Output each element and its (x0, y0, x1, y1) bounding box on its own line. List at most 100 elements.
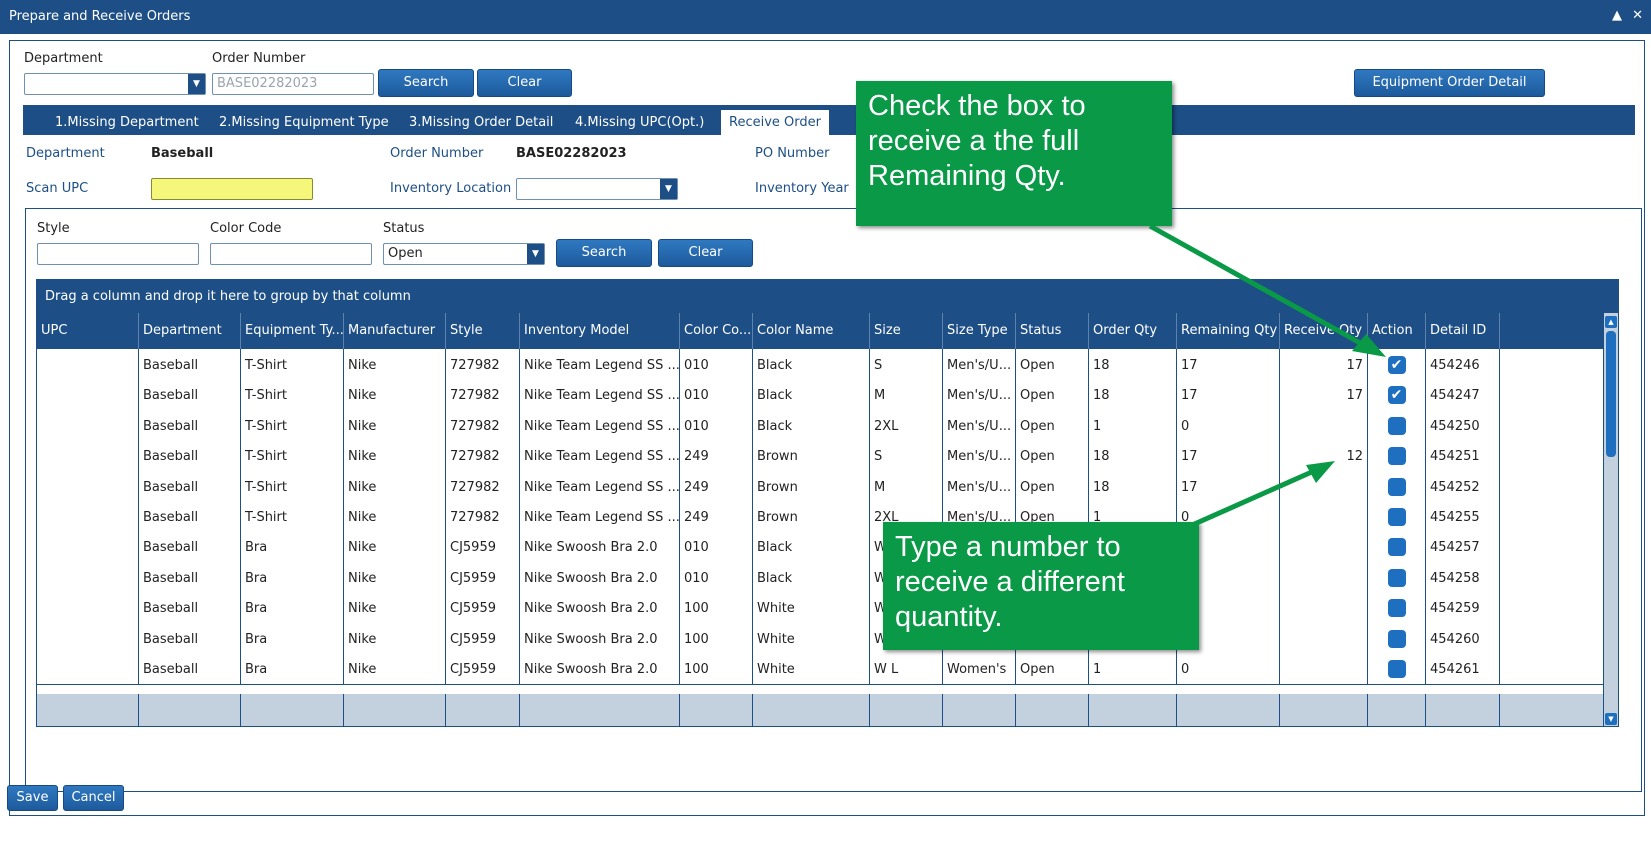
checkbox-icon[interactable] (1387, 447, 1406, 466)
inventory-location-select[interactable]: ▼ (516, 178, 678, 200)
cell-receive-qty[interactable] (1280, 561, 1368, 594)
checkbox-checked-icon[interactable]: ✔ (1387, 386, 1406, 405)
cell-receive-qty[interactable] (1280, 653, 1368, 685)
cell-receive-qty[interactable] (1280, 470, 1368, 503)
empty-cell (1177, 694, 1280, 726)
cell-status: Open (1016, 409, 1089, 442)
table-row[interactable]: Baseball T-Shirt Nike 727982 Nike Team Legen… (37, 349, 1605, 381)
checkbox-icon[interactable] (1387, 629, 1406, 648)
cell-color-code: 249 (680, 440, 753, 473)
cell-manufacturer: Nike (344, 409, 446, 442)
column-header-remaining-qty[interactable]: Remaining Qty (1177, 313, 1280, 349)
scroll-up-icon[interactable]: ▲ (1605, 316, 1617, 328)
filter-search-button[interactable]: Search (556, 239, 652, 267)
info-department-label: Department (26, 146, 105, 161)
cell-manufacturer: Nike (344, 531, 446, 564)
cell-equipment: Bra (241, 561, 344, 594)
cell-manufacturer: Nike (344, 349, 446, 381)
cell-receive-qty[interactable] (1280, 531, 1368, 564)
checkbox-icon[interactable] (1387, 599, 1406, 618)
column-header-department[interactable]: Department (139, 313, 241, 349)
column-header-manufacturer[interactable]: Manufacturer (344, 313, 446, 349)
cell-receive-qty[interactable] (1280, 592, 1368, 625)
tab-missing-department[interactable]: 1.Missing Department (55, 115, 199, 130)
cell-receive-qty[interactable]: 17 (1280, 379, 1368, 412)
checkbox-icon[interactable] (1387, 660, 1406, 678)
scan-upc-input[interactable] (151, 178, 313, 200)
table-row[interactable]: Baseball Bra Nike CJ5959 Nike Swoosh Bra 2.0… (37, 592, 1605, 625)
table-row[interactable]: Baseball T-Shirt Nike 727982 Nike Team Legen… (37, 409, 1605, 442)
checkbox-icon[interactable] (1387, 538, 1406, 557)
checkbox-icon[interactable] (1387, 568, 1406, 587)
column-header-color-code[interactable]: Color Co... (680, 313, 753, 349)
cell-manufacturer: Nike (344, 440, 446, 473)
column-header-style[interactable]: Style (446, 313, 520, 349)
grid-empty-area (37, 694, 1605, 726)
cell-department: Baseball (139, 409, 241, 442)
column-header-action[interactable]: Action (1368, 313, 1426, 349)
group-by-bar[interactable]: Drag a column and drop it here to group … (37, 280, 1618, 313)
collapse-icon[interactable]: ▲ (1611, 8, 1622, 23)
cancel-button[interactable]: Cancel (63, 785, 124, 811)
table-row[interactable]: Baseball T-Shirt Nike 727982 Nike Team Legen… (37, 501, 1605, 533)
cell-upc (37, 592, 139, 625)
order-number-input[interactable]: BASE02282023 (212, 73, 374, 95)
cell-detail-id: 454255 (1426, 501, 1500, 533)
table-row[interactable]: Baseball T-Shirt Nike 727982 Nike Team Legen… (37, 470, 1605, 503)
checkbox-icon[interactable] (1387, 416, 1406, 435)
column-header-order-qty[interactable]: Order Qty (1089, 313, 1177, 349)
close-icon[interactable]: ✕ (1632, 8, 1643, 23)
scroll-thumb[interactable] (1606, 331, 1616, 457)
column-header-status[interactable]: Status (1016, 313, 1089, 349)
style-input[interactable] (37, 243, 199, 265)
color-code-input[interactable] (210, 243, 372, 265)
search-button[interactable]: Search (378, 69, 474, 97)
status-select[interactable]: Open ▼ (383, 243, 545, 265)
table-row[interactable]: Baseball Bra Nike CJ5959 Nike Swoosh Bra 2.0… (37, 561, 1605, 594)
column-header-detail-id[interactable]: Detail ID (1426, 313, 1500, 349)
cell-department: Baseball (139, 470, 241, 503)
tab-missing-upc[interactable]: 4.Missing UPC(Opt.) (575, 115, 705, 130)
cell-receive-qty[interactable]: 17 (1280, 349, 1368, 381)
filter-clear-button[interactable]: Clear (658, 239, 753, 267)
department-select[interactable]: ▼ (24, 73, 206, 95)
tab-receive-order[interactable]: Receive Order (720, 109, 830, 135)
column-header-model[interactable]: Inventory Model (520, 313, 680, 349)
cell-department: Baseball (139, 561, 241, 594)
cell-upc (37, 409, 139, 442)
inventory-location-label: Inventory Location (390, 181, 512, 196)
cell-model: Nike Team Legend SS ... (520, 379, 680, 412)
tab-missing-equipment-type[interactable]: 2.Missing Equipment Type (219, 115, 389, 130)
cell-equipment: T-Shirt (241, 440, 344, 473)
cell-order-qty: 18 (1089, 349, 1177, 381)
table-row[interactable]: Baseball Bra Nike CJ5959 Nike Swoosh Bra 2.0… (37, 622, 1605, 655)
cell-receive-qty[interactable]: 12 (1280, 440, 1368, 473)
vertical-scrollbar[interactable]: ▲ ▼ (1603, 313, 1618, 726)
column-header-color-name[interactable]: Color Name (753, 313, 870, 349)
clear-button[interactable]: Clear (477, 69, 572, 97)
cell-receive-qty[interactable] (1280, 622, 1368, 655)
save-button[interactable]: Save (7, 785, 58, 811)
column-header-equipment[interactable]: Equipment Ty... (241, 313, 344, 349)
column-header-size-type[interactable]: Size Type (943, 313, 1016, 349)
equipment-order-detail-button[interactable]: Equipment Order Detail (1354, 69, 1545, 97)
checkbox-checked-icon[interactable]: ✔ (1387, 356, 1406, 374)
column-header-receive-qty[interactable]: Receive Qty (1280, 313, 1368, 349)
empty-cell (1368, 694, 1426, 726)
checkbox-icon[interactable] (1387, 508, 1406, 526)
tab-missing-order-detail[interactable]: 3.Missing Order Detail (409, 115, 554, 130)
table-row[interactable]: Baseball Bra Nike CJ5959 Nike Swoosh Bra 2.0… (37, 531, 1605, 564)
scroll-down-icon[interactable]: ▼ (1605, 713, 1617, 725)
table-row[interactable]: Baseball T-Shirt Nike 727982 Nike Team Legen… (37, 440, 1605, 473)
cell-receive-qty[interactable] (1280, 501, 1368, 533)
column-header-upc[interactable]: UPC (37, 313, 139, 349)
table-row[interactable]: Baseball T-Shirt Nike 727982 Nike Team Legen… (37, 379, 1605, 412)
table-row[interactable]: Baseball Bra Nike CJ5959 Nike Swoosh Bra 2.0… (37, 653, 1605, 685)
cell-model: Nike Swoosh Bra 2.0 (520, 561, 680, 594)
cell-receive-qty[interactable] (1280, 409, 1368, 442)
cell-department: Baseball (139, 440, 241, 473)
column-header-size[interactable]: Size (870, 313, 943, 349)
checkbox-icon[interactable] (1387, 477, 1406, 496)
cell-color-name: White (753, 592, 870, 625)
cell-order-qty: 1 (1089, 653, 1177, 685)
